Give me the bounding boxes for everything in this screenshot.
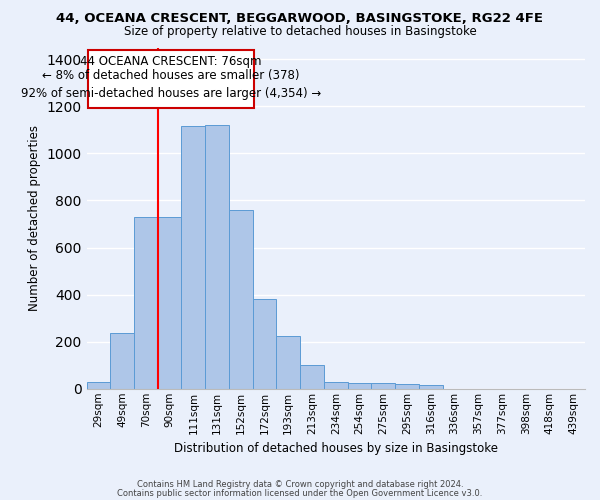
- Bar: [158, 217, 181, 389]
- Bar: [253, 300, 277, 389]
- X-axis label: Distribution of detached houses by size in Basingstoke: Distribution of detached houses by size …: [174, 442, 498, 455]
- Bar: [277, 336, 300, 389]
- Bar: [347, 383, 371, 389]
- Bar: [181, 126, 205, 389]
- FancyBboxPatch shape: [88, 50, 254, 108]
- Bar: [205, 125, 229, 389]
- Text: ← 8% of detached houses are smaller (378): ← 8% of detached houses are smaller (378…: [42, 69, 299, 82]
- Bar: [371, 383, 395, 389]
- Bar: [86, 382, 110, 389]
- Bar: [300, 365, 324, 389]
- Bar: [395, 384, 419, 389]
- Bar: [229, 210, 253, 389]
- Bar: [324, 382, 347, 389]
- Text: Contains public sector information licensed under the Open Government Licence v3: Contains public sector information licen…: [118, 489, 482, 498]
- Text: 44 OCEANA CRESCENT: 76sqm: 44 OCEANA CRESCENT: 76sqm: [80, 55, 262, 68]
- Y-axis label: Number of detached properties: Number of detached properties: [28, 125, 41, 311]
- Bar: [110, 334, 134, 389]
- Text: Size of property relative to detached houses in Basingstoke: Size of property relative to detached ho…: [124, 25, 476, 38]
- Text: 92% of semi-detached houses are larger (4,354) →: 92% of semi-detached houses are larger (…: [20, 87, 321, 100]
- Text: Contains HM Land Registry data © Crown copyright and database right 2024.: Contains HM Land Registry data © Crown c…: [137, 480, 463, 489]
- Text: 44, OCEANA CRESCENT, BEGGARWOOD, BASINGSTOKE, RG22 4FE: 44, OCEANA CRESCENT, BEGGARWOOD, BASINGS…: [56, 12, 544, 26]
- Bar: [134, 217, 158, 389]
- Bar: [419, 385, 443, 389]
